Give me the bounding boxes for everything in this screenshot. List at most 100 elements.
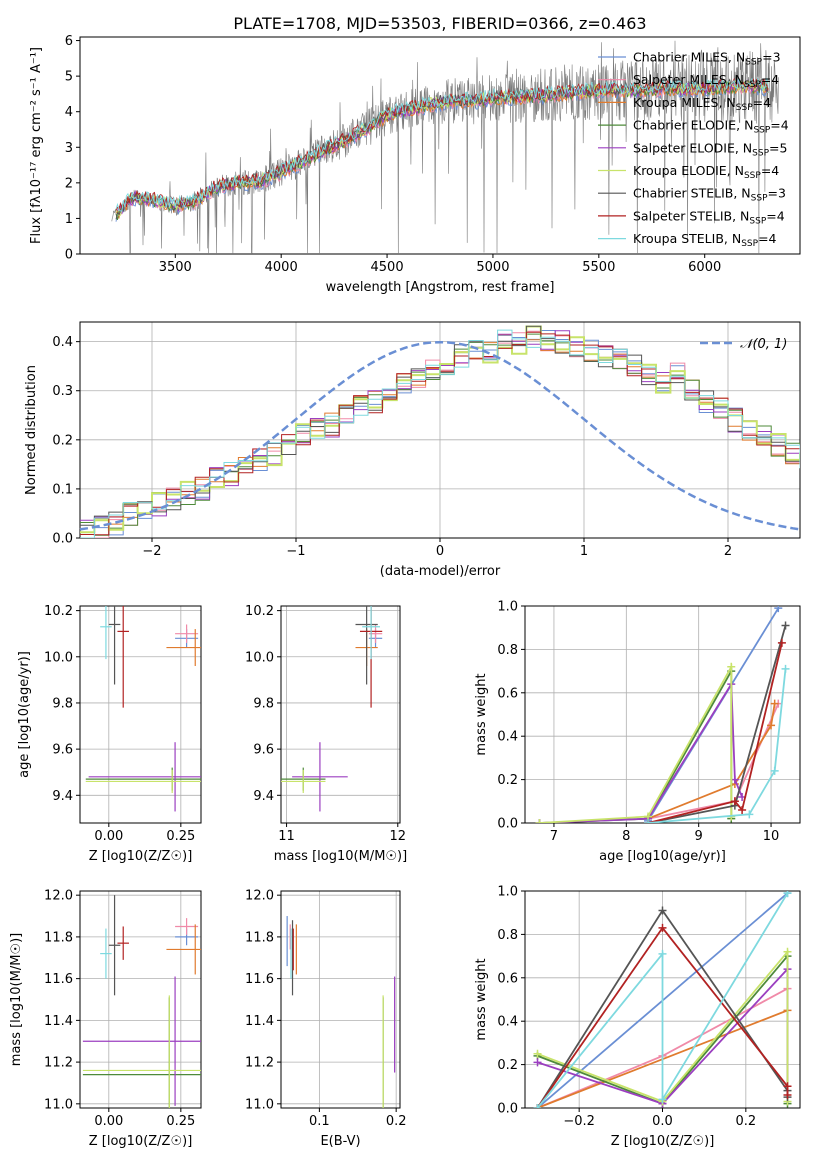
y-tick-label: 0.6 [497, 971, 518, 986]
weight-line [647, 703, 776, 820]
weight-line [537, 949, 789, 1103]
weight-marker [770, 699, 779, 708]
weight-marker [535, 819, 544, 823]
x-axis-label: Z [log10(Z/Z☉)] [89, 849, 193, 864]
weight-marker [781, 664, 790, 673]
weight-marker [777, 638, 786, 647]
legend-entry: Kroupa ELODIE, NSSP=4 [633, 163, 779, 181]
x-tick-label: 6000 [688, 260, 721, 275]
errorbar-salpeter-miles [175, 918, 199, 935]
errorbar-kroupa-stelib [362, 606, 380, 660]
x-tick-label: 4000 [265, 260, 298, 275]
x-tick-label: 0.2 [386, 1114, 407, 1129]
weight-series-chabrier-stelib [644, 621, 790, 823]
histogram-salpeter-stelib [80, 331, 800, 536]
legend-entry: 𝒩(0, 1) [740, 337, 787, 352]
y-tick-label: 0.4 [52, 335, 73, 350]
weight-marker [730, 775, 739, 784]
y-tick-label: 9.4 [253, 789, 274, 804]
weight-series-kroupa-elodie [535, 662, 736, 823]
y-axis-label: Normed distribution [24, 365, 39, 495]
y-axis-label: Flux [fλ10⁻¹⁷ erg cm⁻² s⁻¹ A⁻¹] [29, 47, 44, 244]
normal-curve [79, 340, 801, 531]
y-tick-label: 0 [65, 248, 73, 263]
weight-series-chabrier-elodie [535, 667, 736, 823]
x-tick-label: 5500 [582, 260, 615, 275]
errorbar-kroupa-miles [166, 629, 201, 667]
weight-marker [658, 906, 667, 915]
y-tick-label: 9.6 [52, 743, 73, 758]
weight-marker [774, 606, 783, 613]
y-tick-label: 0.1 [52, 482, 73, 497]
panel-7: 0.1 0.2 11.0 11.2 11.4 11.6 11.8 12.0 E(B-V) [245, 889, 407, 1149]
y-tick-label: 0.2 [497, 773, 518, 788]
y-axis-label: mass weight [474, 958, 489, 1040]
histogram-legend: 𝒩(0, 1) [700, 337, 787, 352]
y-tick-label: 6 [65, 34, 73, 49]
x-tick-label: 2 [724, 544, 732, 559]
x-tick-label: 0.25 [166, 1114, 195, 1129]
weight-marker [644, 819, 653, 823]
y-tick-label: 11.6 [44, 972, 73, 987]
x-tick-label: 4500 [371, 260, 404, 275]
y-tick-label: 0.6 [497, 686, 518, 701]
y-tick-label: 1.0 [497, 885, 518, 900]
axes-frame [280, 890, 401, 1109]
y-tick-label: 11.8 [44, 930, 73, 945]
y-tick-label: 10.2 [245, 604, 274, 619]
y-tick-label: 0.4 [497, 730, 518, 745]
y-tick-label: 5 [65, 70, 73, 85]
histogram-salpeter-miles [80, 330, 800, 538]
y-tick-label: 10.2 [44, 604, 73, 619]
y-tick-label: 4 [65, 105, 73, 120]
y-tick-label: 10.0 [245, 650, 274, 665]
y-tick-label: 12.0 [44, 889, 73, 904]
y-tick-label: 12.0 [245, 889, 274, 904]
weight-series-kroupa-stelib [644, 664, 790, 823]
errorbar-kroupa-stelib [100, 606, 112, 660]
weight-marker [730, 797, 739, 806]
x-tick-label: 0.25 [166, 829, 195, 844]
y-tick-label: 2 [65, 176, 73, 191]
figure-title: PLATE=1708, MJD=53503, FIBERID=0366, z=0… [233, 14, 646, 33]
legend-entry: Salpeter MILES, NSSP=4 [633, 72, 779, 90]
weight-marker [745, 810, 754, 819]
y-tick-label: 0.0 [497, 1102, 518, 1117]
errorbar-salpeter-stelib [117, 606, 129, 708]
panel-2: −2 −1 0 1 2 0.0 0.1 0.2 0.3 0.4 (data-model)/error… [24, 321, 801, 579]
weight-line [536, 926, 789, 1108]
y-tick-label: 0.8 [497, 643, 518, 658]
panel-5: 7 8 9 10 0.0 0.2 0.4 0.6 0.8 1.0 age [log10(age/yr… [474, 600, 801, 864]
y-tick-label: 11.0 [245, 1097, 274, 1112]
y-tick-label: 9.4 [52, 789, 73, 804]
axes-frame [79, 36, 801, 255]
x-tick-label: 1 [580, 544, 588, 559]
weight-marker [533, 1049, 542, 1058]
weight-marker [658, 949, 667, 958]
y-tick-label: 1 [65, 212, 73, 227]
weight-line [647, 642, 783, 823]
histogram-salpeter-elodie [80, 330, 800, 521]
errorbar-salpeter-miles [175, 624, 199, 643]
weight-marker [781, 621, 790, 630]
weight-line [539, 663, 733, 823]
x-tick-label: 10 [763, 829, 780, 844]
y-tick-label: 0.4 [497, 1015, 518, 1030]
y-tick-label: 9.8 [52, 696, 73, 711]
x-tick-label: −2 [142, 544, 161, 559]
y-tick-label: 11.8 [245, 930, 274, 945]
weight-line [536, 892, 789, 1108]
x-axis-label: (data-model)/error [380, 564, 501, 579]
x-axis-label: mass [log10(M/M☉)] [274, 849, 407, 864]
model-spectrum-kroupa-stelib [115, 77, 769, 212]
weight-marker [727, 662, 736, 671]
histogram-kroupa-elodie [80, 325, 800, 534]
y-tick-label: 9.6 [253, 743, 274, 758]
y-tick-label: 3 [65, 141, 73, 156]
x-tick-label: −1 [286, 544, 305, 559]
y-tick-label: 0.2 [497, 1058, 518, 1073]
x-tick-label: 8 [622, 829, 630, 844]
weight-marker [533, 1058, 542, 1067]
weight-line [647, 668, 787, 823]
x-tick-label: 3500 [159, 260, 192, 275]
